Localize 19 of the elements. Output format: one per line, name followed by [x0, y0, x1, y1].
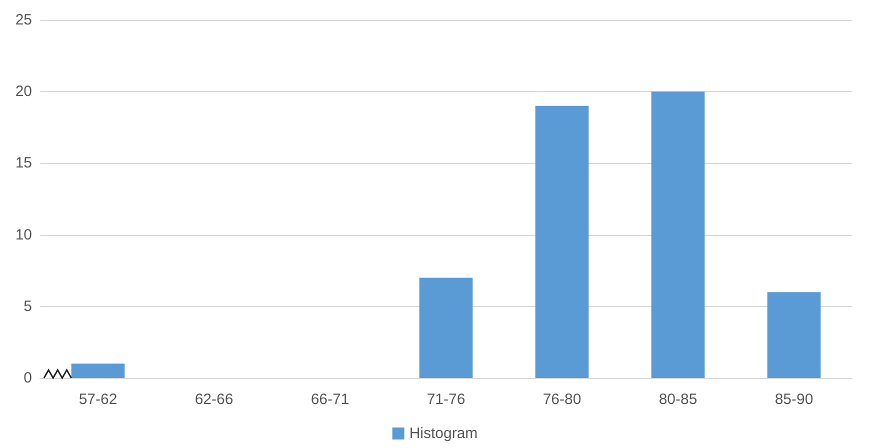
- bar: [767, 292, 821, 378]
- x-tick-label: 85-90: [774, 391, 814, 408]
- y-tick-label: 5: [24, 298, 32, 315]
- y-tick-label: 15: [15, 154, 32, 172]
- x-tick-label: 80-85: [658, 391, 698, 408]
- y-tick-label: 20: [15, 83, 32, 100]
- x-tick-label: 71-76: [426, 391, 466, 408]
- x-tick-label: 57-62: [78, 391, 118, 408]
- x-tick-label: 76-80: [542, 391, 582, 408]
- x-tick-label: 62-66: [194, 391, 234, 408]
- y-tick-label: 25: [15, 12, 32, 28]
- y-tick-label: 0: [24, 370, 32, 386]
- y-tick-label: 10: [15, 226, 32, 244]
- bar: [651, 92, 705, 378]
- legend-label: Histogram: [409, 425, 478, 442]
- bar: [71, 364, 125, 378]
- x-tick-label: 66-71: [310, 391, 350, 408]
- bar: [535, 106, 589, 378]
- bar: [419, 278, 473, 378]
